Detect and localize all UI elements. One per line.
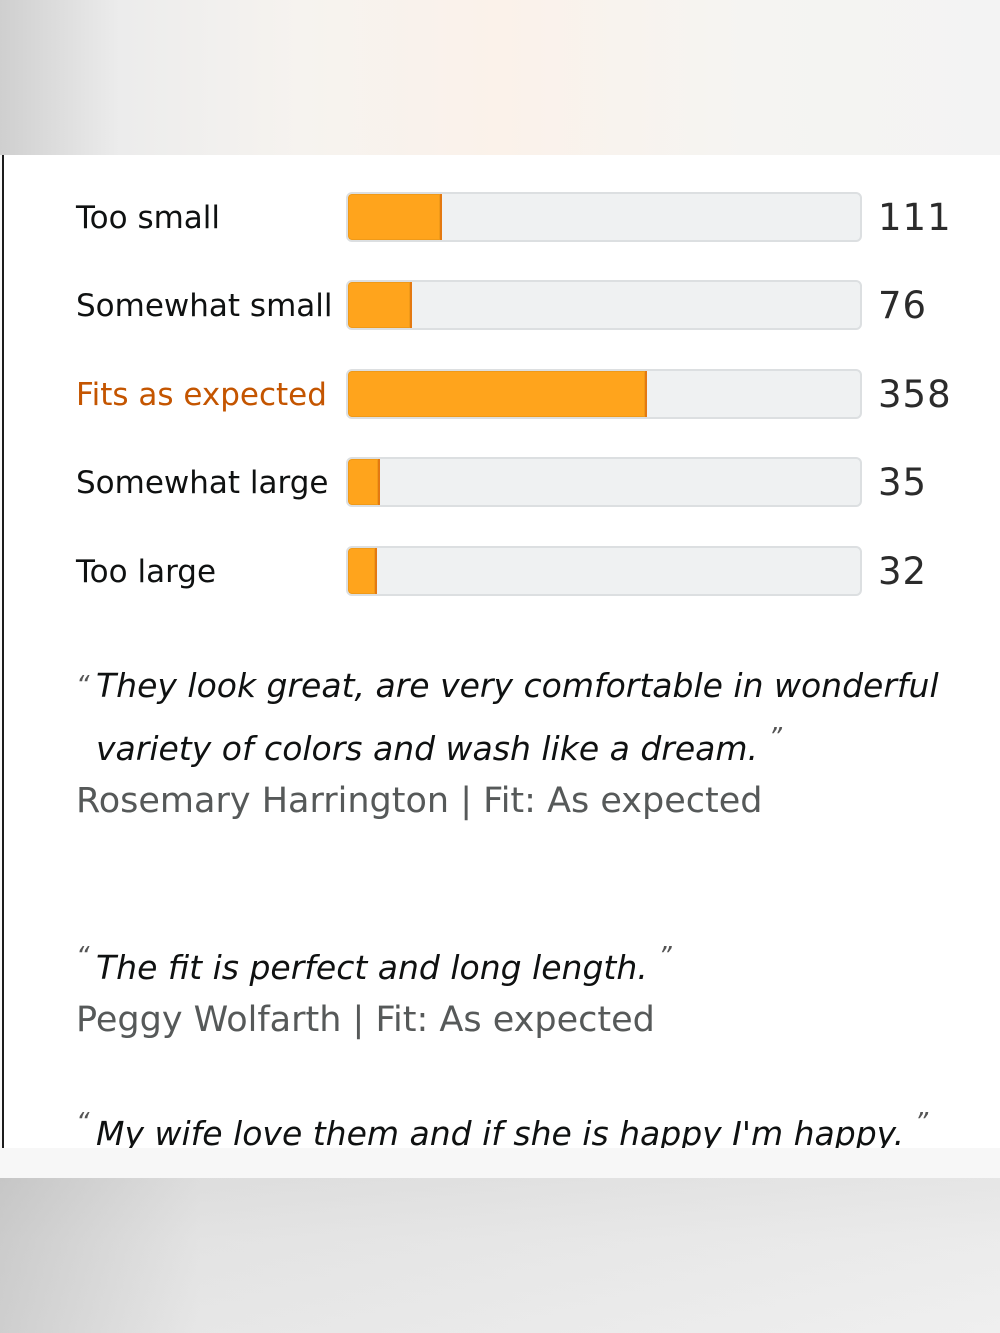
fit-row-count: 35 xyxy=(878,461,928,504)
fit-bar-fill xyxy=(348,548,377,594)
fit-bar-track xyxy=(346,546,862,596)
fit-row-label: Fits as expected xyxy=(76,377,327,413)
review-author[interactable]: Rosemary Harrington | Fit: As expected xyxy=(76,781,763,821)
fit-row-label: Too large xyxy=(76,554,217,590)
fit-bar-track xyxy=(346,280,862,330)
close-quote-mark: ” xyxy=(914,1108,929,1138)
fit-bar-fill xyxy=(348,194,442,240)
fit-row-somewhat-large[interactable]: Somewhat large 35 xyxy=(4,457,1000,513)
review-snippet: “My wife love them and if she is happy I… xyxy=(76,1097,976,1148)
review-quote: “They look great, are very comfortable i… xyxy=(76,660,976,775)
fit-review-card: Too small 111 Somewhat small 76 Fits as … xyxy=(2,155,1000,1148)
open-quote-mark: “ xyxy=(76,671,90,701)
fit-row-count: 76 xyxy=(878,284,928,327)
fit-bar-track xyxy=(346,369,862,419)
fit-row-label: Too small xyxy=(76,200,221,236)
fit-row-fits-as-expected[interactable]: Fits as expected 358 xyxy=(4,369,1000,425)
review-quote: “The fit is perfect and long length. ” xyxy=(76,931,976,994)
open-quote-mark: “ xyxy=(76,1108,90,1138)
fit-bar-fill xyxy=(348,371,647,417)
close-quote-mark: ” xyxy=(768,723,782,753)
fit-row-too-small[interactable]: Too small 111 xyxy=(4,192,1000,248)
fit-row-count: 111 xyxy=(878,196,952,239)
review-author[interactable]: Peggy Wolfarth | Fit: As expected xyxy=(76,1000,655,1040)
fit-bar-track xyxy=(346,457,862,507)
review-quote-text: They look great, are very comfortable in… xyxy=(96,666,939,768)
review-snippet: “They look great, are very comfortable i… xyxy=(76,660,976,827)
review-snippet: “The fit is perfect and long length. ” P… xyxy=(76,931,976,1046)
review-quote: “My wife love them and if she is happy I… xyxy=(76,1097,976,1148)
review-quote-text: My wife love them and if she is happy I'… xyxy=(96,1114,905,1148)
fit-row-label: Somewhat large xyxy=(76,465,329,501)
fit-bar-track xyxy=(346,192,862,242)
fit-row-label: Somewhat small xyxy=(76,288,333,324)
fit-row-too-large[interactable]: Too large 32 xyxy=(4,546,1000,602)
close-quote-mark: ” xyxy=(658,942,672,972)
fit-row-somewhat-small[interactable]: Somewhat small 76 xyxy=(4,280,1000,336)
fit-row-count: 32 xyxy=(878,550,928,593)
fit-row-count: 358 xyxy=(878,373,952,416)
blurred-background-top xyxy=(0,0,1000,155)
blurred-background-bottom xyxy=(0,1178,1000,1333)
clipped-heading-remnant xyxy=(354,155,694,159)
fit-bar-fill xyxy=(348,282,412,328)
review-quote-text: The fit is perfect and long length. xyxy=(96,948,648,987)
fit-bar-fill xyxy=(348,459,380,505)
open-quote-mark: “ xyxy=(76,942,90,972)
